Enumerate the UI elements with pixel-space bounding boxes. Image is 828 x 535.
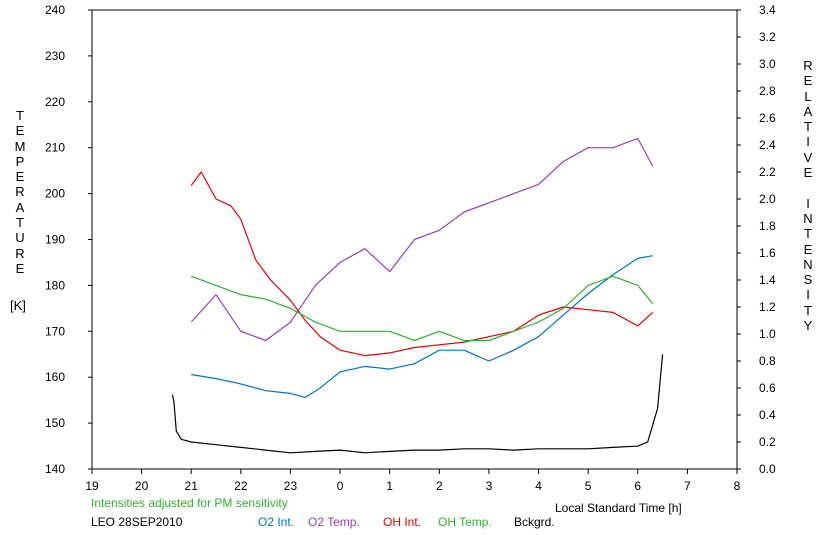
right-axis-letter: I: [806, 195, 810, 211]
right-axis-letter: T: [804, 302, 812, 318]
right-axis-letter: S: [803, 272, 813, 288]
left-tick-label: 190: [45, 233, 65, 247]
right-axis-letter: L: [804, 88, 812, 104]
right-axis-letter: T: [804, 226, 812, 242]
right-axis-letter: Y: [803, 318, 813, 334]
left-axis-letter: P: [15, 153, 25, 169]
series-bckgrd: [171, 354, 664, 454]
x-tick-label: 20: [135, 479, 149, 493]
right-tick-label: 1.0: [759, 327, 776, 341]
right-axis-letter: [800, 180, 816, 195]
right-tick-label: 3.0: [759, 57, 776, 71]
sensitivity-note: Intensities adjusted for PM sensitivity: [91, 496, 288, 510]
legend-oh-temp: OH Temp.: [438, 515, 492, 529]
series-oh-temp: [190, 275, 654, 342]
right-axis-letter: N: [803, 256, 813, 272]
x-tick-label: 19: [85, 479, 99, 493]
x-tick-label: 2: [436, 479, 443, 493]
left-axis-unit: [K]: [10, 298, 26, 313]
left-axis-letter: T: [16, 108, 24, 123]
right-tick-label: 3.4: [759, 3, 776, 17]
left-axis-letter: E: [15, 260, 25, 276]
right-axis-letter: E: [803, 165, 813, 181]
right-tick-label: 0.6: [759, 381, 776, 395]
x-tick-label: 8: [734, 479, 741, 493]
right-axis-letter: V: [803, 149, 813, 165]
series-oh-int: [190, 171, 654, 357]
right-axis-letter: I: [806, 134, 810, 150]
x-tick-label: 3: [486, 479, 493, 493]
x-tick-label: 1: [386, 479, 393, 493]
legend-o2-temp: O2 Temp.: [308, 515, 360, 529]
left-axis-ticks: 140 150 160 170 180 190 200 210 220 230 240: [45, 3, 92, 476]
right-tick-label: 0.4: [759, 408, 776, 422]
x-tick-label: 21: [185, 479, 199, 493]
left-axis-letter: R: [15, 245, 25, 261]
series-layer: [171, 137, 664, 454]
right-tick-label: 2.6: [759, 111, 776, 125]
left-tick-label: 210: [45, 141, 65, 155]
right-axis-letter: N: [803, 210, 813, 226]
left-axis-letter: T: [16, 215, 24, 231]
left-tick-label: 160: [45, 370, 65, 384]
left-axis-letter: M: [14, 138, 26, 154]
legend-o2-int: O2 Int.: [258, 515, 295, 529]
x-tick-label: 0: [337, 479, 344, 493]
station-date: LEO 28SEP2010: [91, 515, 183, 529]
left-axis-letter: R: [15, 184, 25, 200]
right-tick-label: 2.2: [759, 165, 776, 179]
right-tick-label: 2.4: [759, 138, 776, 152]
right-tick-label: 1.8: [759, 219, 776, 233]
x-tick-label: 23: [284, 479, 298, 493]
x-tick-label: 4: [535, 479, 542, 493]
right-tick-label: 3.2: [759, 30, 776, 44]
left-tick-label: 180: [45, 278, 65, 292]
right-axis-letter: A: [803, 103, 813, 119]
right-tick-label: 0.8: [759, 354, 776, 368]
right-axis-letter: E: [803, 73, 813, 89]
right-axis-letter: R: [803, 58, 813, 73]
x-axis-ticks: 19 20 21 22 23 0 1 2 3 4 5 6 7 8: [85, 469, 741, 493]
x-tick-label: 22: [234, 479, 248, 493]
right-tick-label: 0.0: [759, 462, 776, 476]
right-axis-letter: T: [804, 119, 812, 135]
left-tick-label: 170: [45, 324, 65, 338]
x-tick-label: 5: [585, 479, 592, 493]
series-o2-temp: [190, 137, 654, 342]
right-tick-label: 1.6: [759, 246, 776, 260]
left-axis-letter: U: [15, 230, 25, 246]
left-tick-label: 230: [45, 49, 65, 63]
x-tick-label: 7: [684, 479, 691, 493]
series-o2-int: [191, 255, 653, 398]
right-axis-ticks: 0.0 0.2 0.4 0.6 0.8 1.0 1.2 1.4 1.6 1.8 2.0 2.2 2.4 2…: [737, 3, 776, 476]
left-axis-letter: E: [15, 123, 25, 139]
left-tick-label: 140: [45, 462, 65, 476]
left-axis-letter: E: [15, 169, 25, 185]
right-tick-label: 1.2: [759, 300, 776, 314]
legend-oh-int: OH Int.: [383, 515, 422, 529]
right-tick-label: 0.2: [759, 435, 776, 449]
right-axis-letter: E: [803, 241, 813, 257]
left-tick-label: 150: [45, 416, 65, 430]
right-axis-letter: I: [806, 287, 810, 303]
left-tick-label: 220: [45, 95, 65, 109]
left-tick-label: 200: [45, 187, 65, 201]
legend-bckgrd: Bckgrd.: [514, 515, 555, 529]
right-tick-label: 2.8: [759, 84, 776, 98]
x-axis-label: Local Standard Time [h]: [555, 501, 682, 515]
right-tick-label: 1.4: [759, 273, 776, 287]
left-axis-letter: A: [15, 199, 25, 215]
right-tick-label: 2.0: [759, 192, 776, 206]
left-tick-label: 240: [45, 3, 65, 17]
x-tick-label: 6: [634, 479, 641, 493]
